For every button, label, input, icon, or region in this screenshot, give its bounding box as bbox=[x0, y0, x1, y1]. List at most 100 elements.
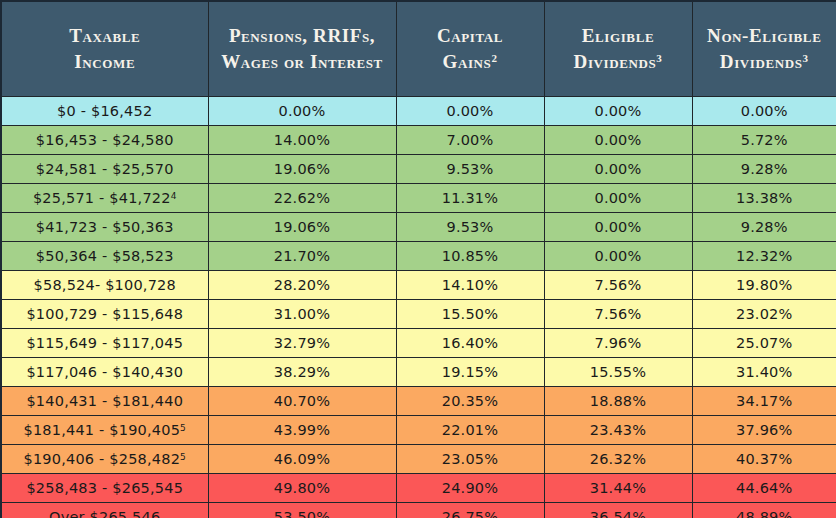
pensions-rate-cell: 19.06% bbox=[208, 155, 396, 184]
header-line-text: Income bbox=[74, 51, 135, 72]
capital-gains-rate-cell: 16.40% bbox=[396, 329, 544, 358]
eligible-dividends-rate-cell: 0.00% bbox=[544, 213, 692, 242]
table-row: $24,581 - $25,570 19.06% 9.53% 0.00% 9.2… bbox=[1, 155, 836, 184]
eligible-dividends-rate-cell: 31.44% bbox=[544, 474, 692, 503]
header-line: Dividends3 bbox=[693, 49, 836, 75]
header-line: Eligible bbox=[545, 23, 692, 49]
pensions-rate-cell: 0.00% bbox=[208, 97, 396, 126]
income-range: $190,406 - $258,482 bbox=[23, 451, 180, 467]
income-range-cell: $140,431 - $181,440 bbox=[1, 387, 208, 416]
income-range: $258,483 - $265,545 bbox=[26, 480, 183, 496]
capital-gains-rate-cell: 19.15% bbox=[396, 358, 544, 387]
eligible-dividends-rate-cell: 26.32% bbox=[544, 445, 692, 474]
header-row: Taxable Income Pensions, RRIFs, Wages or… bbox=[1, 1, 836, 97]
non-eligible-dividends-rate-cell: 34.17% bbox=[692, 387, 836, 416]
income-range-cell: $16,453 - $24,580 bbox=[1, 126, 208, 155]
income-range: $58,524- $100,728 bbox=[34, 277, 176, 293]
table-row: $16,453 - $24,580 14.00% 7.00% 0.00% 5.7… bbox=[1, 126, 836, 155]
table-header: Taxable Income Pensions, RRIFs, Wages or… bbox=[1, 1, 836, 97]
header-cell-pensions: Pensions, RRIFs, Wages or Interest bbox=[208, 1, 396, 97]
header-line-text: Dividends bbox=[720, 51, 803, 72]
capital-gains-rate-cell: 22.01% bbox=[396, 416, 544, 445]
table-row: $50,364 - $58,523 21.70% 10.85% 0.00% 12… bbox=[1, 242, 836, 271]
eligible-dividends-rate-cell: 7.56% bbox=[544, 300, 692, 329]
non-eligible-dividends-rate-cell: 40.37% bbox=[692, 445, 836, 474]
non-eligible-dividends-rate-cell: 9.28% bbox=[692, 155, 836, 184]
income-footnote-ref: 5 bbox=[180, 423, 186, 433]
header-line: Taxable bbox=[2, 23, 208, 49]
eligible-dividends-rate-cell: 0.00% bbox=[544, 97, 692, 126]
capital-gains-rate-cell: 0.00% bbox=[396, 97, 544, 126]
pensions-rate-cell: 40.70% bbox=[208, 387, 396, 416]
pensions-rate-cell: 31.00% bbox=[208, 300, 396, 329]
header-line: Dividends3 bbox=[545, 49, 692, 75]
capital-gains-rate-cell: 24.90% bbox=[396, 474, 544, 503]
pensions-rate-cell: 43.99% bbox=[208, 416, 396, 445]
income-footnote-ref: 4 bbox=[171, 191, 177, 201]
eligible-dividends-rate-cell: 36.54% bbox=[544, 503, 692, 518]
income-range: $24,581 - $25,570 bbox=[36, 161, 174, 177]
non-eligible-dividends-rate-cell: 19.80% bbox=[692, 271, 836, 300]
eligible-dividends-rate-cell: 18.88% bbox=[544, 387, 692, 416]
pensions-rate-cell: 49.80% bbox=[208, 474, 396, 503]
table-row: $41,723 - $50,363 19.06% 9.53% 0.00% 9.2… bbox=[1, 213, 836, 242]
table-row: $140,431 - $181,440 40.70% 20.35% 18.88%… bbox=[1, 387, 836, 416]
table-row: $190,406 - $258,4825 46.09% 23.05% 26.32… bbox=[1, 445, 836, 474]
header-footnote-ref: 3 bbox=[803, 52, 809, 64]
income-range-cell: $58,524- $100,728 bbox=[1, 271, 208, 300]
header-cell-non-eligible-dividends: Non-Eligible Dividends3 bbox=[692, 1, 836, 97]
table-row: $117,046 - $140,430 38.29% 19.15% 15.55%… bbox=[1, 358, 836, 387]
eligible-dividends-rate-cell: 0.00% bbox=[544, 242, 692, 271]
capital-gains-rate-cell: 20.35% bbox=[396, 387, 544, 416]
header-line-text: Gains bbox=[443, 51, 492, 72]
income-range-cell: $190,406 - $258,4825 bbox=[1, 445, 208, 474]
income-range-cell: $0 - $16,452 bbox=[1, 97, 208, 126]
non-eligible-dividends-rate-cell: 31.40% bbox=[692, 358, 836, 387]
income-range: $115,649 - $117,045 bbox=[26, 335, 183, 351]
pensions-rate-cell: 28.20% bbox=[208, 271, 396, 300]
capital-gains-rate-cell: 23.05% bbox=[396, 445, 544, 474]
capital-gains-rate-cell: 9.53% bbox=[396, 213, 544, 242]
pensions-rate-cell: 38.29% bbox=[208, 358, 396, 387]
eligible-dividends-rate-cell: 7.96% bbox=[544, 329, 692, 358]
header-line-text: Wages or Interest bbox=[221, 51, 383, 72]
non-eligible-dividends-rate-cell: 37.96% bbox=[692, 416, 836, 445]
table-row: $258,483 - $265,545 49.80% 24.90% 31.44%… bbox=[1, 474, 836, 503]
pensions-rate-cell: 19.06% bbox=[208, 213, 396, 242]
header-line: Income bbox=[2, 49, 208, 75]
tax-rate-table: Taxable Income Pensions, RRIFs, Wages or… bbox=[0, 0, 836, 518]
header-line-text: Dividends bbox=[574, 51, 657, 72]
table-row: $100,729 - $115,648 31.00% 15.50% 7.56% … bbox=[1, 300, 836, 329]
income-range: $16,453 - $24,580 bbox=[36, 132, 174, 148]
pensions-rate-cell: 32.79% bbox=[208, 329, 396, 358]
eligible-dividends-rate-cell: 23.43% bbox=[544, 416, 692, 445]
income-range: $50,364 - $58,523 bbox=[36, 248, 174, 264]
income-range: $100,729 - $115,648 bbox=[26, 306, 183, 322]
eligible-dividends-rate-cell: 15.55% bbox=[544, 358, 692, 387]
income-range-cell: $24,581 - $25,570 bbox=[1, 155, 208, 184]
capital-gains-rate-cell: 15.50% bbox=[396, 300, 544, 329]
table-row: Over $265,546 53.50% 26.75% 36.54% 48.89… bbox=[1, 503, 836, 518]
table-row: $58,524- $100,728 28.20% 14.10% 7.56% 19… bbox=[1, 271, 836, 300]
eligible-dividends-rate-cell: 0.00% bbox=[544, 184, 692, 213]
income-range-cell: $117,046 - $140,430 bbox=[1, 358, 208, 387]
non-eligible-dividends-rate-cell: 44.64% bbox=[692, 474, 836, 503]
header-footnote-ref: 3 bbox=[656, 52, 662, 64]
non-eligible-dividends-rate-cell: 48.89% bbox=[692, 503, 836, 518]
pensions-rate-cell: 21.70% bbox=[208, 242, 396, 271]
eligible-dividends-rate-cell: 0.00% bbox=[544, 126, 692, 155]
non-eligible-dividends-rate-cell: 5.72% bbox=[692, 126, 836, 155]
header-cell-taxable-income: Taxable Income bbox=[1, 1, 208, 97]
income-range: $41,723 - $50,363 bbox=[36, 219, 174, 235]
pensions-rate-cell: 14.00% bbox=[208, 126, 396, 155]
non-eligible-dividends-rate-cell: 0.00% bbox=[692, 97, 836, 126]
capital-gains-rate-cell: 9.53% bbox=[396, 155, 544, 184]
income-footnote-ref: 5 bbox=[180, 452, 186, 462]
income-range: Over $265,546 bbox=[49, 509, 160, 518]
capital-gains-rate-cell: 14.10% bbox=[396, 271, 544, 300]
header-cell-eligible-dividends: Eligible Dividends3 bbox=[544, 1, 692, 97]
income-range-cell: $50,364 - $58,523 bbox=[1, 242, 208, 271]
header-line: Gains2 bbox=[397, 49, 544, 75]
table-row: $181,441 - $190,4055 43.99% 22.01% 23.43… bbox=[1, 416, 836, 445]
header-footnote-ref: 2 bbox=[491, 52, 497, 64]
